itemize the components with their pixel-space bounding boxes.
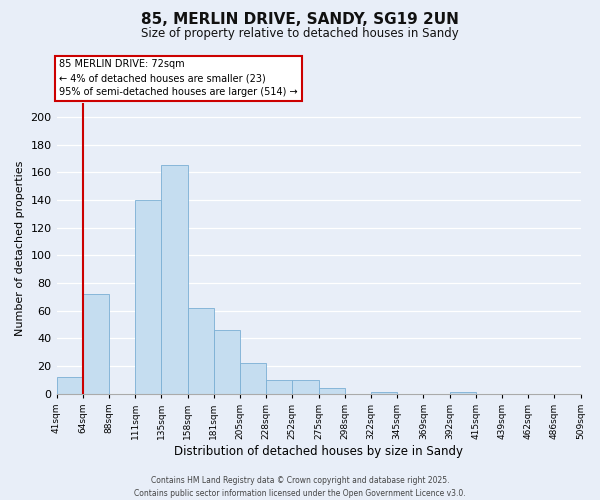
Text: Contains HM Land Registry data © Crown copyright and database right 2025.
Contai: Contains HM Land Registry data © Crown c… [134, 476, 466, 498]
Bar [188, 308, 214, 394]
Bar [449, 392, 476, 394]
X-axis label: Distribution of detached houses by size in Sandy: Distribution of detached houses by size … [174, 444, 463, 458]
Bar [266, 380, 292, 394]
Bar [240, 363, 266, 394]
Bar [214, 330, 240, 394]
Bar [161, 166, 188, 394]
Bar [56, 377, 83, 394]
Bar [83, 294, 109, 394]
Bar [135, 200, 161, 394]
Text: Size of property relative to detached houses in Sandy: Size of property relative to detached ho… [141, 28, 459, 40]
Y-axis label: Number of detached properties: Number of detached properties [15, 160, 25, 336]
Bar [319, 388, 345, 394]
Text: 85 MERLIN DRIVE: 72sqm
← 4% of detached houses are smaller (23)
95% of semi-deta: 85 MERLIN DRIVE: 72sqm ← 4% of detached … [59, 60, 298, 98]
Text: 85, MERLIN DRIVE, SANDY, SG19 2UN: 85, MERLIN DRIVE, SANDY, SG19 2UN [141, 12, 459, 28]
Bar [292, 380, 319, 394]
Bar [371, 392, 397, 394]
